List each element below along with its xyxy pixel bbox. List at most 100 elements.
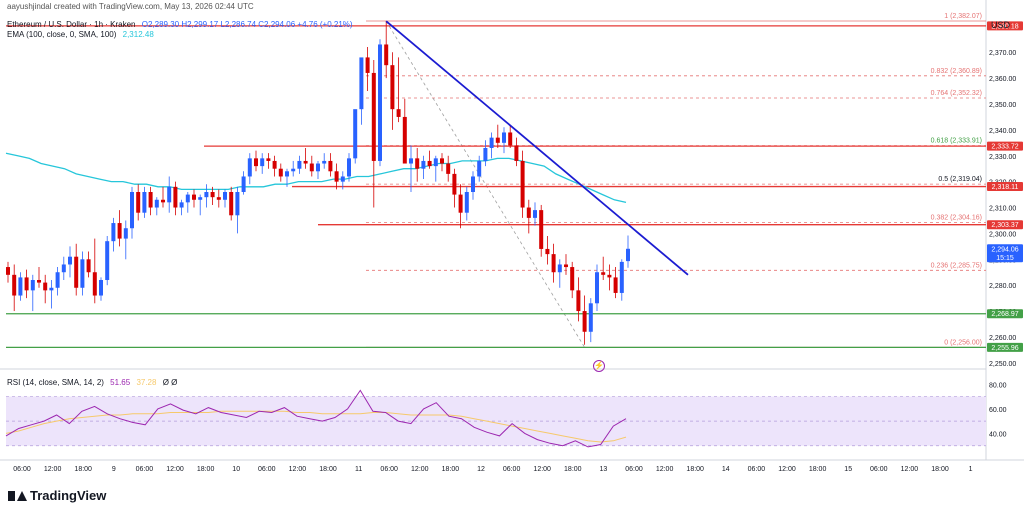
y-tick-label: 2,370.00	[989, 50, 1016, 57]
candle-body	[123, 228, 128, 239]
candle-body	[142, 192, 147, 213]
rsi-value: 51.65	[110, 378, 131, 387]
candle-body	[539, 210, 544, 249]
candle-body	[359, 57, 364, 110]
x-tick-label: 18:00	[197, 466, 215, 473]
candle-body	[520, 160, 525, 208]
x-tick-label: 18:00	[686, 466, 704, 473]
flash-icon[interactable]: ⚡	[593, 360, 605, 372]
candle-body	[173, 186, 178, 208]
price-tag-label: 2,318.11	[992, 184, 1019, 191]
candle-body	[297, 160, 302, 169]
x-tick-label: 15	[844, 466, 852, 473]
x-tick-label: 12:00	[901, 466, 919, 473]
fib-level-label: 0.618 (2,333.91)	[931, 138, 982, 145]
candle-body	[545, 248, 550, 255]
candle-body	[272, 160, 277, 169]
candle-body	[378, 44, 382, 161]
candle-body	[613, 277, 618, 293]
candle-body	[533, 210, 537, 218]
candle-body	[446, 163, 451, 174]
rsi-label: RSI (14, close, SMA, 14, 2)	[7, 378, 104, 387]
x-tick-label: 06:00	[13, 466, 31, 473]
candle-body	[148, 192, 153, 208]
x-tick-label: 06:00	[503, 466, 521, 473]
y-tick-label: 2,310.00	[989, 206, 1016, 213]
candle-body	[105, 241, 110, 280]
x-tick-label: 18:00	[442, 466, 460, 473]
candle-body	[582, 311, 587, 332]
candle-body	[353, 109, 358, 159]
candle-body	[452, 173, 457, 195]
candles-group	[6, 21, 630, 345]
price-tag-label: 2,255.96	[991, 345, 1018, 352]
x-tick-label: 11	[355, 466, 362, 473]
candle-body	[477, 160, 482, 177]
candle-body	[117, 223, 122, 239]
candle-body	[99, 280, 103, 296]
price-tag-bg	[987, 309, 1023, 319]
symbol-name: Ethereum / U.S. Dollar · 1h · Kraken	[7, 20, 136, 29]
x-tick-label: 12:00	[166, 466, 184, 473]
candle-body	[130, 192, 134, 229]
y-tick-label: 2,300.00	[989, 231, 1016, 238]
candle-body	[223, 192, 227, 200]
x-tick-label: 10	[232, 466, 240, 473]
x-tick-label: 18:00	[931, 466, 949, 473]
candle-body	[198, 197, 203, 200]
x-tick-label: 18:00	[319, 466, 337, 473]
candle-body	[409, 158, 413, 164]
rsi-legend: RSI (14, close, SMA, 14, 2) 51.65 37.28 …	[7, 378, 177, 387]
candle-body	[502, 132, 506, 143]
brand-logo: TradingView	[8, 488, 106, 503]
brand-name: TradingView	[30, 488, 107, 503]
candle-body	[303, 160, 308, 164]
candle-body	[167, 186, 172, 203]
rsi-tick-label: 80.00	[989, 382, 1007, 389]
candle-body	[260, 158, 265, 167]
ema-legend: EMA (100, close, 0, SMA, 100) 2,312.48	[7, 30, 154, 39]
candle-body	[415, 158, 420, 169]
candle-body	[427, 160, 432, 167]
ema-line	[5, 152, 627, 204]
candle-body	[607, 274, 612, 278]
x-tick-label: 06:00	[136, 466, 154, 473]
candle-body	[235, 192, 240, 216]
candle-body	[18, 277, 23, 296]
candle-body	[37, 280, 41, 283]
candle-body	[241, 176, 246, 192]
candle-body	[396, 109, 401, 117]
candle-body	[483, 148, 488, 161]
x-tick-label: 06:00	[870, 466, 888, 473]
price-tag-label: 2,268.97	[991, 311, 1018, 318]
candle-body	[526, 207, 531, 218]
candle-body	[626, 248, 630, 262]
candle-body	[576, 290, 581, 312]
price-tag-sublabel: 15:15	[996, 255, 1014, 262]
candle-body	[68, 256, 72, 265]
price-tag-bg	[987, 220, 1023, 230]
fib-level-label: 0 (2,256.00)	[944, 339, 982, 346]
candle-body	[6, 267, 10, 275]
candle-body	[334, 171, 339, 182]
candle-body	[86, 259, 91, 273]
candle-body	[285, 171, 289, 177]
candle-body	[247, 158, 252, 177]
rsi-extra: Ø Ø	[162, 378, 178, 387]
candle-body	[495, 137, 500, 143]
candle-body	[204, 192, 209, 198]
candle-body	[322, 160, 327, 164]
fib-level-label: 0.236 (2,285.75)	[931, 262, 982, 269]
candle-body	[390, 65, 395, 110]
rsi-line	[5, 389, 627, 448]
candle-body	[24, 277, 29, 291]
candle-body	[185, 194, 190, 203]
candle-body	[551, 254, 556, 273]
candle-body	[111, 223, 116, 242]
x-tick-label: 06:00	[625, 466, 643, 473]
rsi-ma-value: 37.28	[136, 378, 157, 387]
candle-body	[433, 158, 438, 167]
candle-body	[55, 272, 60, 288]
rsi-tick-label: 60.00	[989, 407, 1007, 414]
